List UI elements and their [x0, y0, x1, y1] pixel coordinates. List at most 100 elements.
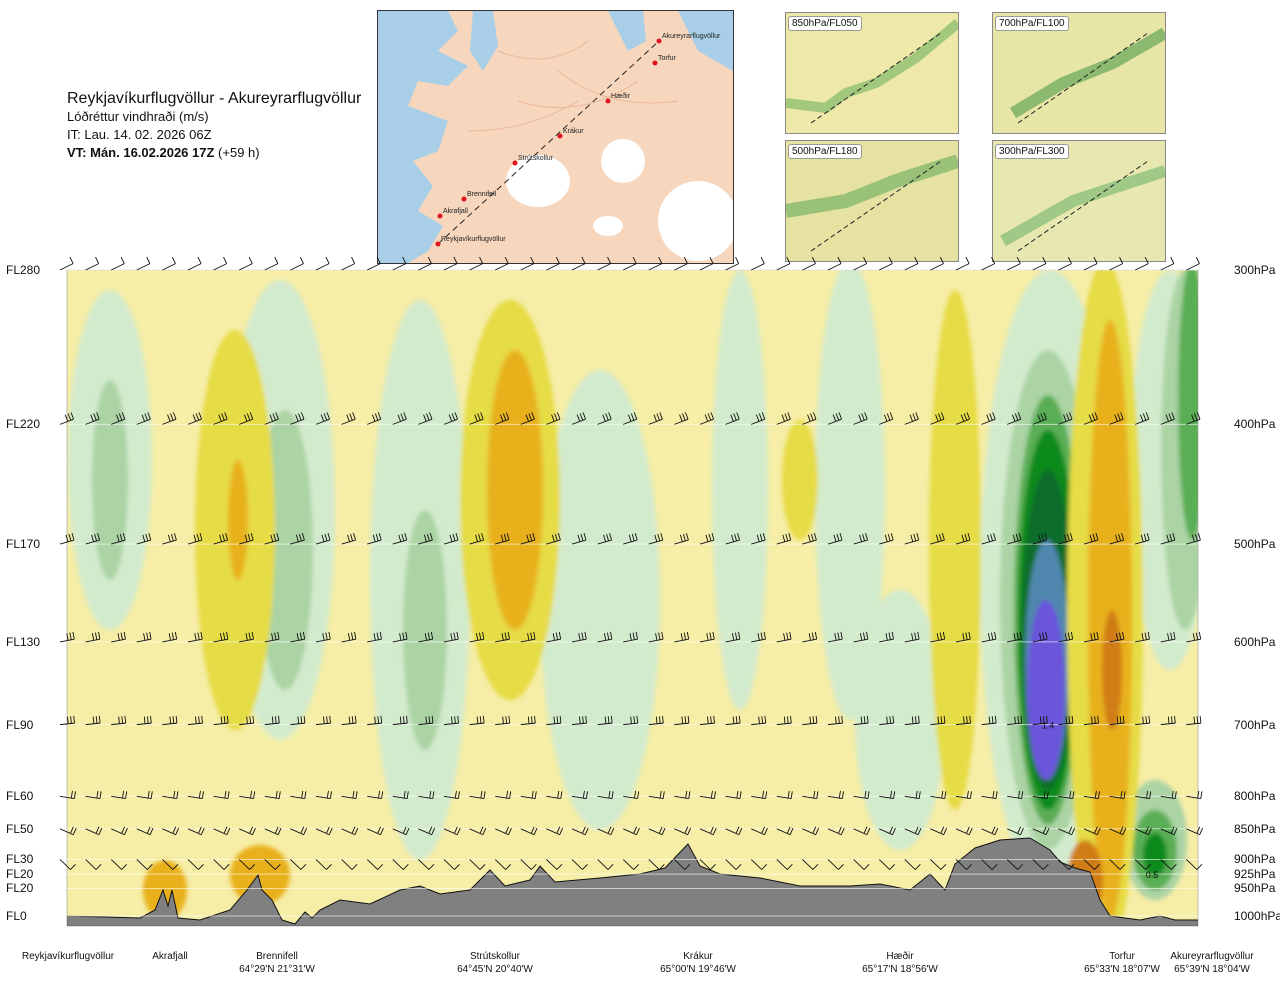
wind-barb — [751, 412, 766, 425]
wind-barb — [290, 631, 306, 643]
wind-barb — [315, 826, 333, 836]
wind-barb — [802, 859, 819, 870]
pressure-tick: 400hPa — [1234, 417, 1276, 432]
wind-barb — [623, 256, 637, 271]
wind-barb — [1186, 859, 1203, 870]
wind-barb — [59, 790, 76, 800]
wind-barb — [776, 631, 792, 643]
wind-barb — [495, 412, 510, 425]
wind-barb — [469, 256, 484, 271]
wind-barb — [802, 826, 820, 836]
pressure-tick: 500hPa — [1234, 537, 1276, 552]
wind-barb — [1109, 826, 1127, 836]
wind-barb — [751, 790, 768, 800]
wind-barb — [315, 715, 331, 726]
waypoint-label: Akureyrarflugvöllur — [662, 33, 721, 40]
wind-barb — [239, 532, 254, 545]
pressure-tick: 800hPa — [1234, 789, 1276, 804]
wind-barb — [213, 790, 230, 800]
wind-barb — [187, 631, 203, 643]
wind-barb — [1109, 715, 1125, 726]
thumbnail-700[interactable]: 700hPa/FL100 — [992, 12, 1166, 134]
wind-barb — [571, 859, 588, 870]
wind-barb — [59, 826, 77, 836]
thumbnail-500[interactable]: 500hPa/FL180 — [785, 140, 959, 262]
wind-barb — [1032, 412, 1047, 425]
thumbnail-300[interactable]: 300hPa/FL300 — [992, 140, 1166, 262]
wind-barb — [648, 790, 665, 800]
wind-barb — [571, 790, 588, 800]
wind-barb — [136, 715, 152, 726]
wind-barb — [1007, 256, 1021, 271]
location-label: Reykjavíkurflugvöllur — [13, 950, 123, 963]
wind-barb — [239, 631, 254, 643]
wind-barb — [827, 412, 843, 425]
wind-barb — [674, 532, 689, 545]
wind-barb — [264, 412, 279, 425]
location-label: Torfur 65°33'N 18°07'W — [1067, 950, 1177, 976]
valid-time: VT: Mán. 16.02.2026 17Z — [67, 145, 215, 160]
wind-barb — [981, 631, 997, 643]
wind-barb — [648, 412, 663, 425]
wind-barb — [1135, 532, 1150, 545]
wind-barb — [1083, 412, 1099, 425]
wind-barb — [597, 790, 614, 800]
wind-barb — [187, 826, 205, 836]
pressure-tick: 900hPa — [1234, 852, 1276, 867]
wind-barb — [59, 631, 75, 643]
wind-barb — [674, 859, 691, 870]
wind-barb — [315, 859, 332, 870]
wind-barb — [802, 256, 816, 271]
wind-barb — [674, 826, 692, 836]
waypoint-marker — [512, 160, 518, 166]
wind-barb — [59, 859, 76, 870]
wind-barb — [853, 859, 870, 870]
wind-barb — [725, 859, 742, 870]
wind-barb — [520, 715, 536, 726]
wind-barb — [930, 790, 947, 800]
wind-barb — [239, 715, 255, 726]
wind-barb — [1160, 631, 1176, 643]
wind-barb — [648, 826, 666, 836]
wind-barb — [597, 631, 613, 643]
wind-barb — [1160, 532, 1176, 545]
location-coord: 65°17'N 18°56'W — [862, 964, 938, 975]
wind-barb — [827, 532, 843, 545]
wind-barb — [1007, 631, 1022, 643]
wind-barb — [187, 532, 203, 545]
wind-barb — [1160, 256, 1175, 271]
wind-barb — [981, 715, 997, 726]
wind-barb — [571, 256, 586, 271]
wind-barb — [955, 715, 971, 726]
route-waypoints: Akureyrarflugvöllur Torfur Hæðir Krákur Strú… — [435, 33, 721, 247]
location-coord: 65°33'N 18°07'W — [1084, 964, 1160, 975]
wind-barb — [1083, 256, 1098, 271]
wind-barb — [853, 715, 869, 726]
wind-barb — [546, 532, 561, 545]
wind-barb — [418, 826, 436, 836]
wind-barb — [623, 715, 639, 726]
wind-barb — [187, 256, 202, 271]
wind-barb — [520, 790, 537, 800]
wind-barb — [827, 826, 845, 836]
wind-barb — [136, 256, 151, 271]
wind-barb — [904, 790, 921, 800]
wind-barb — [290, 412, 305, 425]
wind-barb — [85, 790, 102, 800]
wind-barb — [878, 859, 896, 870]
wind-barb — [290, 715, 306, 726]
wind-barb — [520, 256, 535, 271]
wind-barb — [418, 412, 433, 425]
wind-barb — [1135, 631, 1150, 643]
terrain-profile — [67, 837, 1198, 926]
thumbnail-850[interactable]: 850hPa/FL050 — [785, 12, 959, 134]
wind-barb — [1083, 715, 1099, 726]
wind-barb — [1109, 412, 1124, 425]
wind-barb — [264, 631, 280, 643]
waypoint-marker — [557, 133, 563, 139]
wind-barb — [648, 715, 664, 726]
wind-barb — [955, 826, 973, 836]
wind-barb — [469, 826, 487, 836]
pressure-tick: 300hPa — [1234, 263, 1276, 277]
location-label: Akureyrarflugvöllur 65°39'N 18°04'W — [1157, 950, 1267, 976]
